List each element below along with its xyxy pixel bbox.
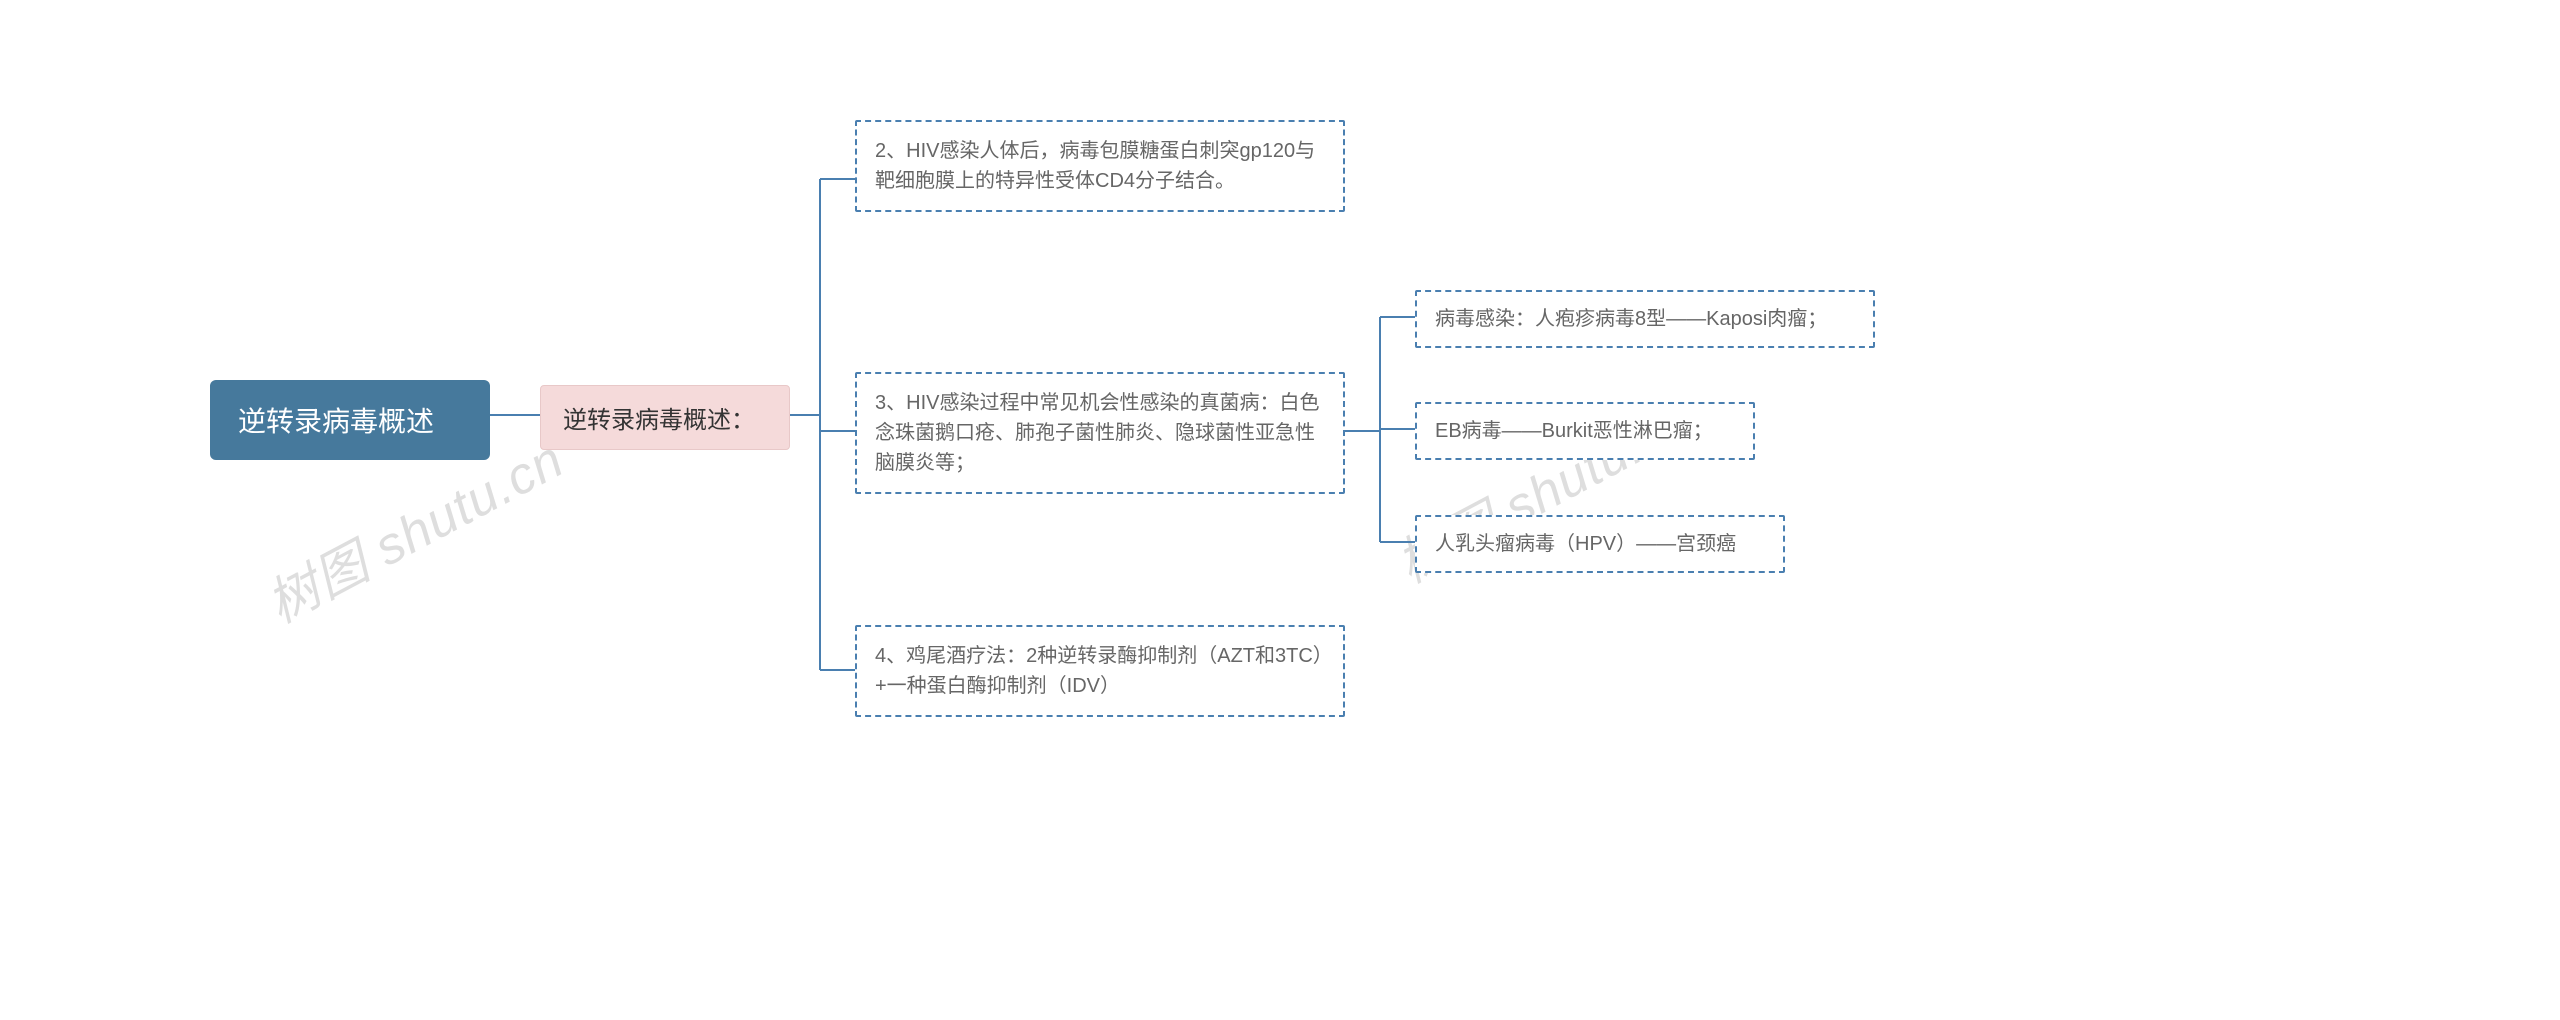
level3-label: 病毒感染：人疱疹病毒8型——Kaposi肉瘤； bbox=[1435, 308, 1827, 330]
level3-node-1: 病毒感染：人疱疹病毒8型——Kaposi肉瘤； bbox=[1415, 290, 1875, 348]
level3-node-2: EB病毒——Burkit恶性淋巴瘤； bbox=[1415, 402, 1755, 460]
level1-label: 逆转录病毒概述： bbox=[563, 407, 755, 434]
root-node: 逆转录病毒概述 bbox=[210, 380, 490, 460]
level2-node-4: 4、鸡尾酒疗法：2种逆转录酶抑制剂（AZT和3TC）+一种蛋白酶抑制剂（IDV） bbox=[855, 625, 1345, 717]
level3-label: EB病毒——Burkit恶性淋巴瘤； bbox=[1435, 420, 1713, 442]
level3-label: 人乳头瘤病毒（HPV）——宫颈癌 bbox=[1435, 533, 1736, 555]
level2-node-2: 2、HIV感染人体后，病毒包膜糖蛋白刺突gp120与靶细胞膜上的特异性受体CD4… bbox=[855, 120, 1345, 212]
root-label: 逆转录病毒概述 bbox=[238, 406, 434, 437]
level2-label: 3、HIV感染过程中常见机会性感染的真菌病：白色念珠菌鹅口疮、肺孢子菌性肺炎、隐… bbox=[875, 392, 1319, 474]
level3-node-3: 人乳头瘤病毒（HPV）——宫颈癌 bbox=[1415, 515, 1785, 573]
level1-node: 逆转录病毒概述： bbox=[540, 385, 790, 450]
level2-label: 4、鸡尾酒疗法：2种逆转录酶抑制剂（AZT和3TC）+一种蛋白酶抑制剂（IDV） bbox=[875, 645, 1323, 697]
level2-label: 2、HIV感染人体后，病毒包膜糖蛋白刺突gp120与靶细胞膜上的特异性受体CD4… bbox=[875, 140, 1315, 192]
level2-node-3: 3、HIV感染过程中常见机会性感染的真菌病：白色念珠菌鹅口疮、肺孢子菌性肺炎、隐… bbox=[855, 372, 1345, 494]
